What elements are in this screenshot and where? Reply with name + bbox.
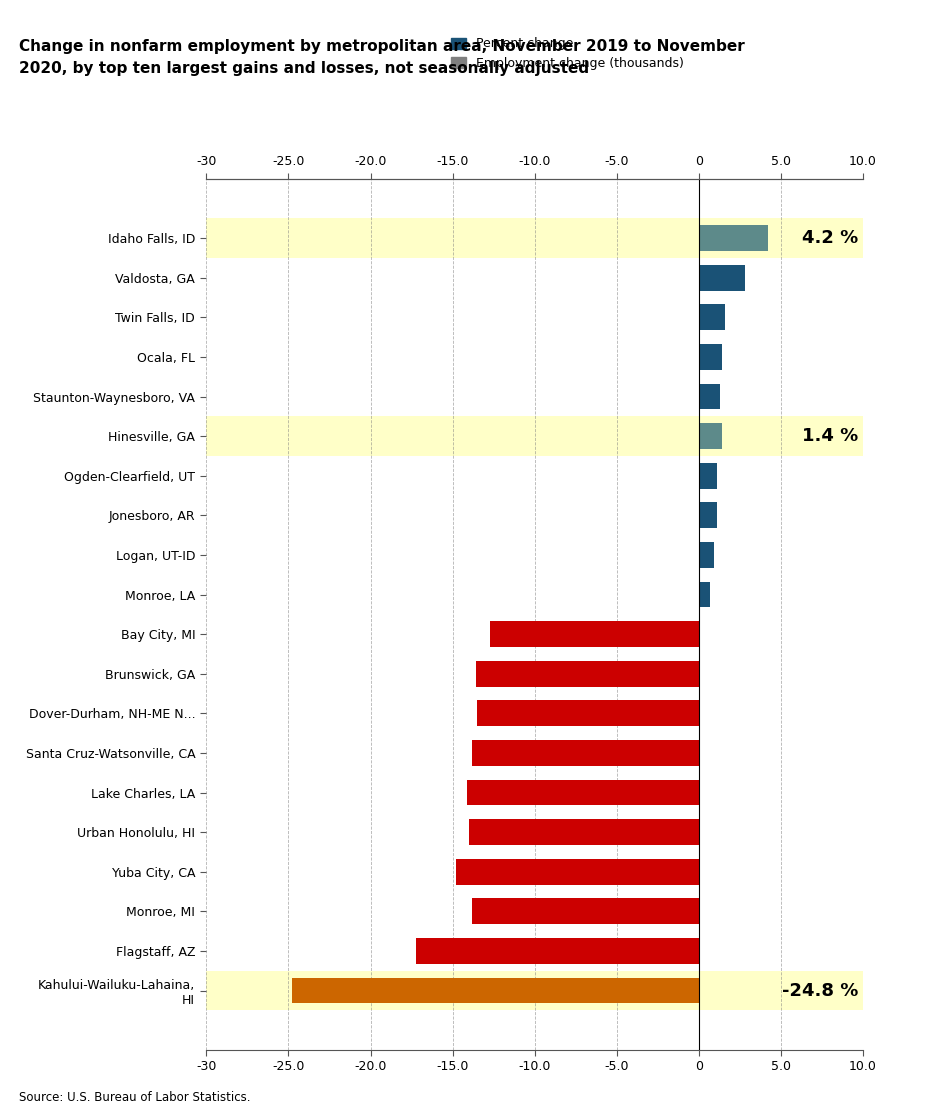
Bar	[699, 226, 767, 251]
Bar	[472, 741, 699, 766]
Bar	[699, 462, 717, 488]
Bar	[206, 417, 863, 456]
Text: Change in nonfarm employment by metropolitan area, November 2019 to November: Change in nonfarm employment by metropol…	[19, 39, 745, 54]
Bar	[699, 265, 745, 290]
Bar	[416, 938, 699, 964]
Bar	[206, 218, 863, 258]
Text: Source: U.S. Bureau of Labor Statistics.: Source: U.S. Bureau of Labor Statistics.	[19, 1090, 250, 1104]
Bar	[472, 898, 699, 924]
Bar	[699, 305, 725, 331]
Bar	[699, 383, 720, 410]
Bar	[699, 344, 721, 370]
Legend: Percent change, Employment change (thousands): Percent change, Employment change (thous…	[446, 32, 688, 75]
Bar	[292, 977, 699, 1003]
Bar	[699, 423, 721, 449]
Bar	[469, 819, 699, 846]
Bar	[476, 661, 699, 687]
Bar	[467, 780, 699, 805]
Bar	[206, 971, 863, 1011]
Bar	[456, 859, 699, 885]
Text: 1.4 %: 1.4 %	[802, 427, 858, 446]
Bar	[491, 621, 699, 647]
Bar	[699, 542, 714, 567]
Bar	[477, 700, 699, 726]
Text: 4.2 %: 4.2 %	[802, 229, 858, 247]
Text: -24.8 %: -24.8 %	[781, 982, 858, 1000]
Bar	[699, 582, 710, 608]
Text: 2020, by top ten largest gains and losses, not seasonally adjusted: 2020, by top ten largest gains and losse…	[19, 61, 589, 76]
Bar	[699, 503, 717, 528]
